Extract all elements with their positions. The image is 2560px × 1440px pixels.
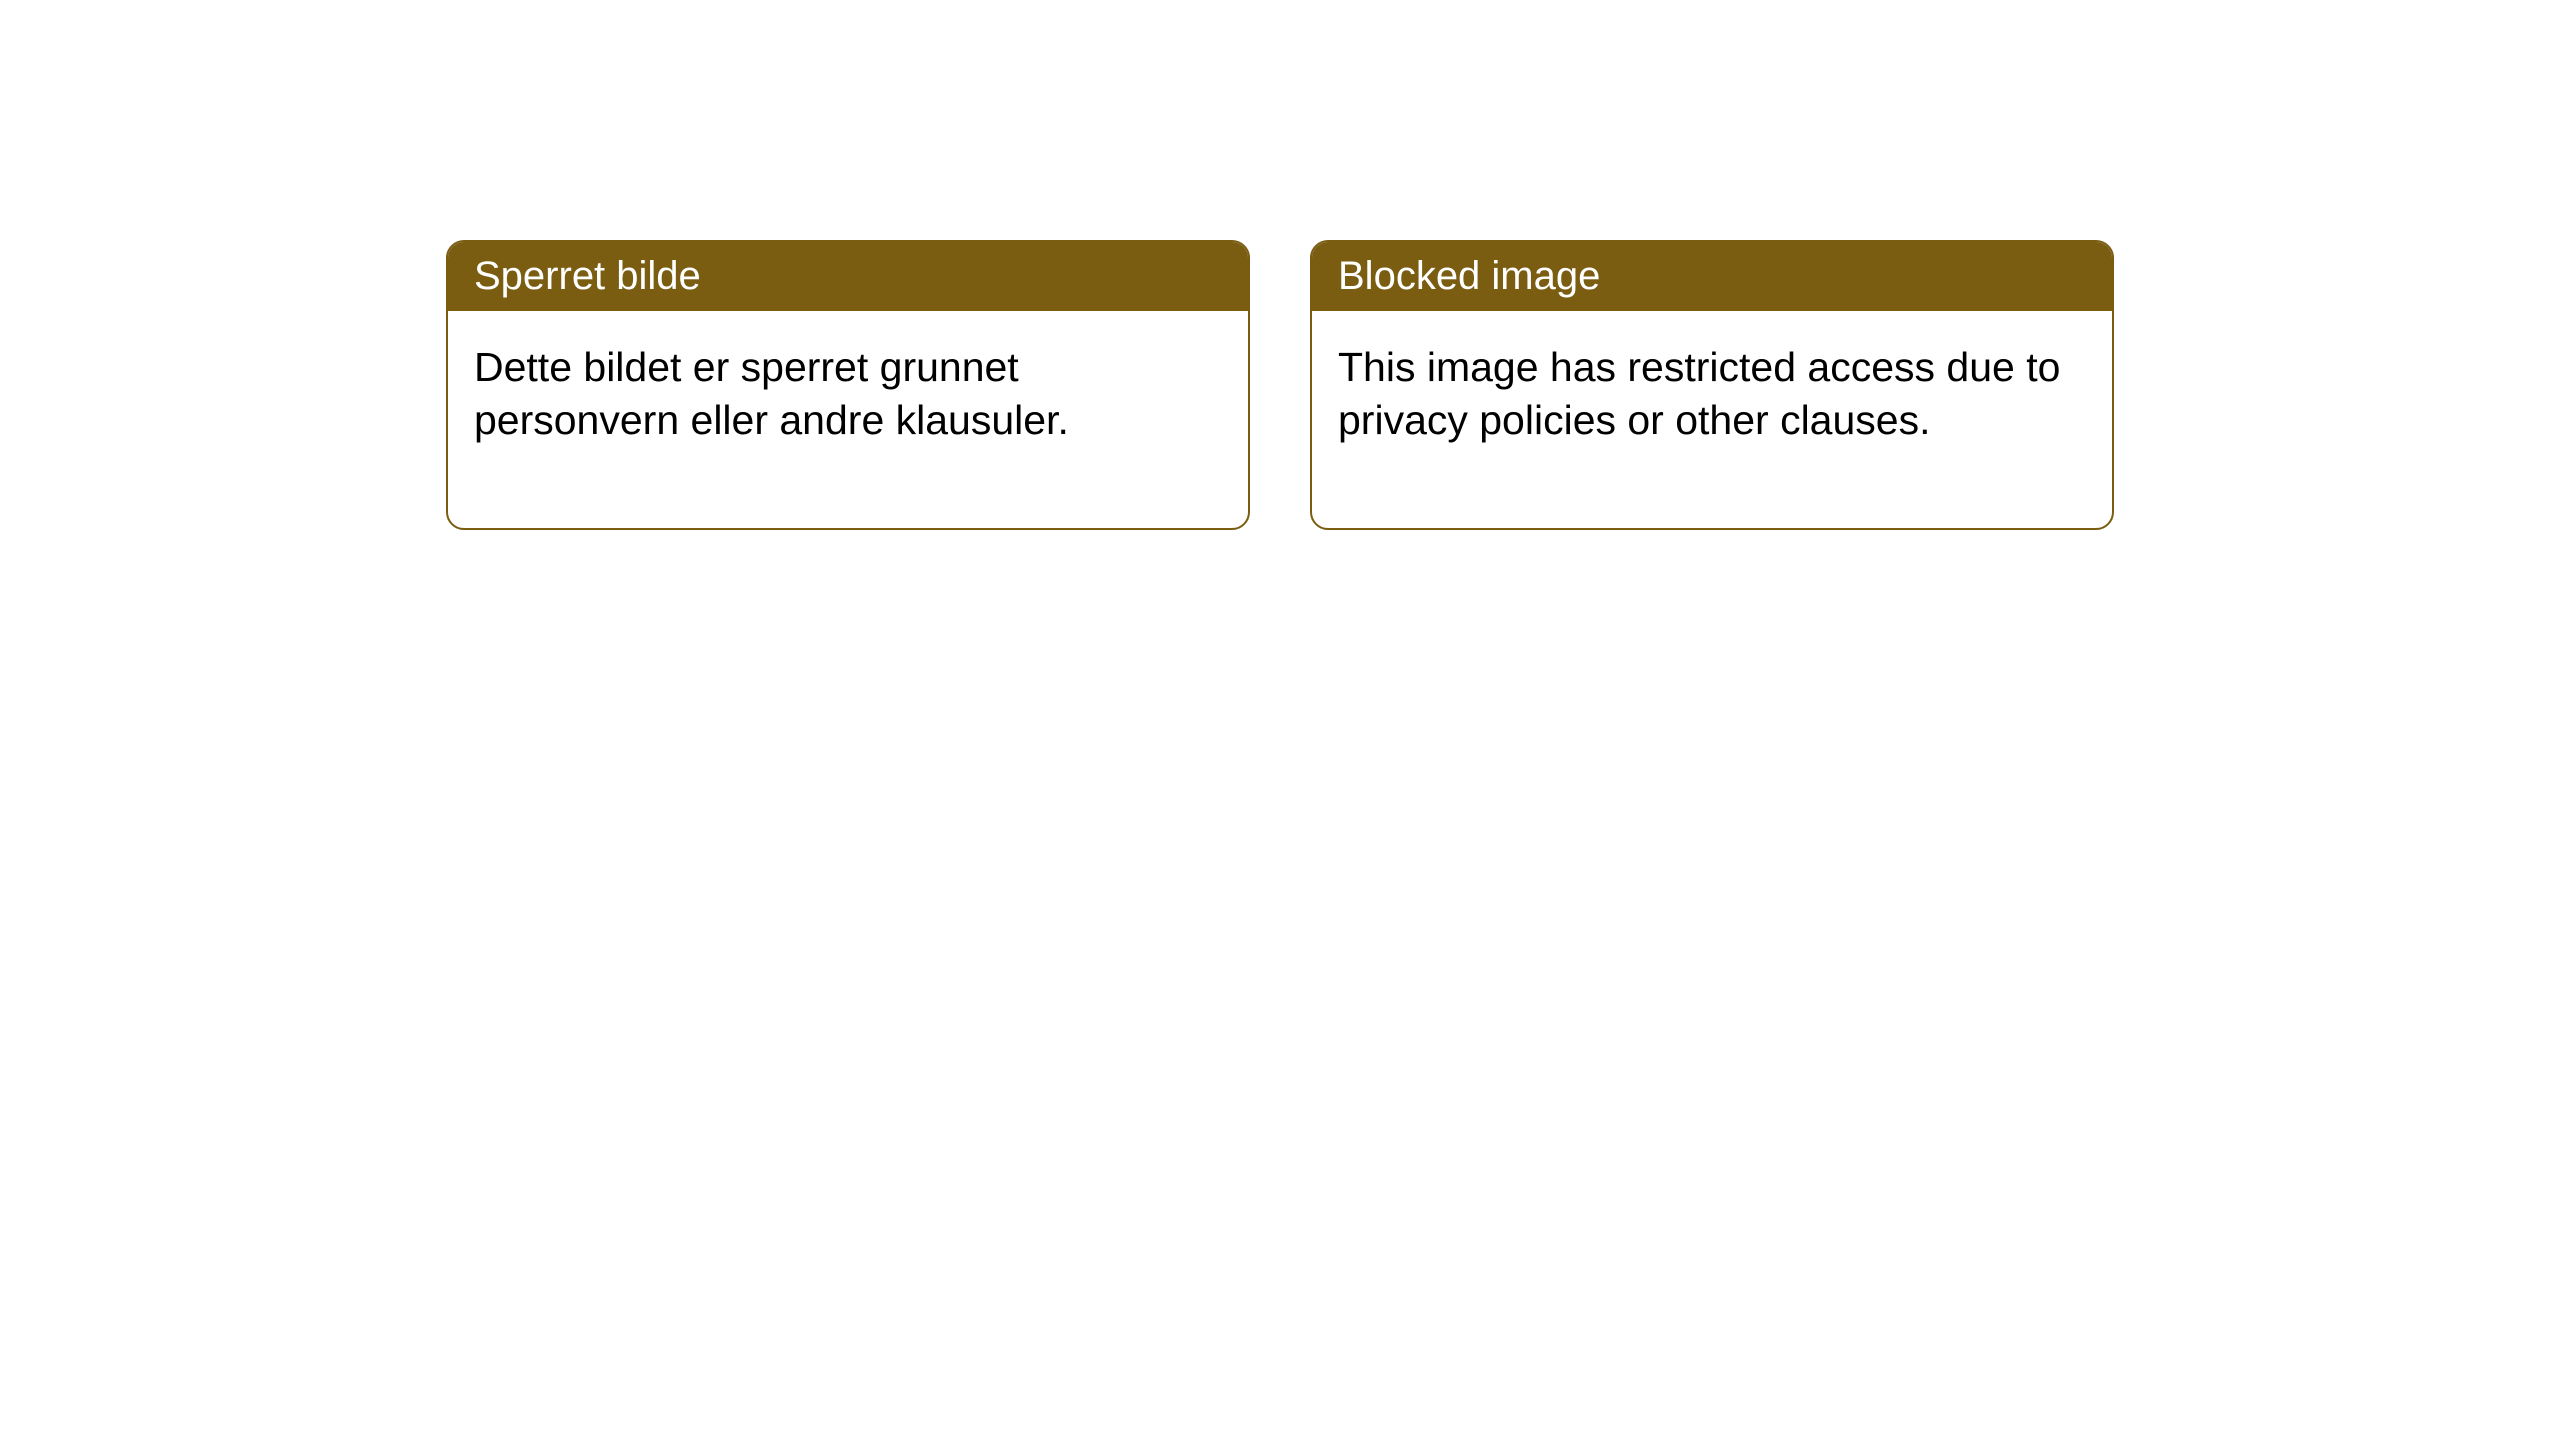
card-text-english: This image has restricted access due to …: [1338, 344, 2060, 443]
card-header-english: Blocked image: [1312, 242, 2112, 311]
card-title-norwegian: Sperret bilde: [474, 254, 701, 298]
card-header-norwegian: Sperret bilde: [448, 242, 1248, 311]
card-body-norwegian: Dette bildet er sperret grunnet personve…: [448, 311, 1248, 528]
notice-card-english: Blocked image This image has restricted …: [1310, 240, 2114, 530]
card-text-norwegian: Dette bildet er sperret grunnet personve…: [474, 344, 1069, 443]
card-title-english: Blocked image: [1338, 254, 1600, 298]
notice-card-norwegian: Sperret bilde Dette bildet er sperret gr…: [446, 240, 1250, 530]
notice-cards-container: Sperret bilde Dette bildet er sperret gr…: [446, 240, 2560, 530]
card-body-english: This image has restricted access due to …: [1312, 311, 2112, 528]
